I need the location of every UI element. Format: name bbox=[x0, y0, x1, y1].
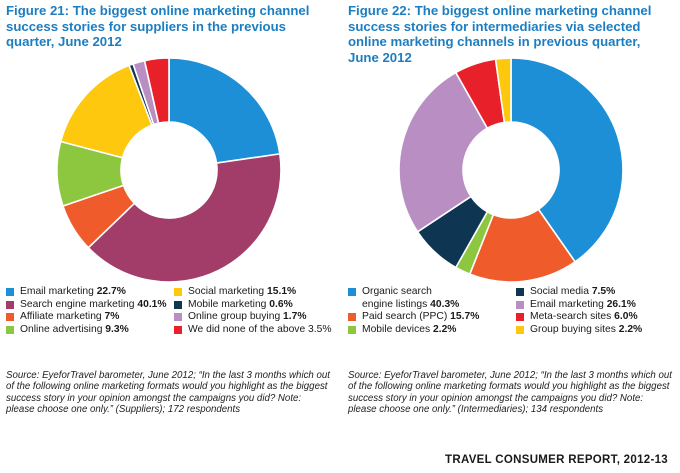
figure-22-source: Source: EyeforTravel barometer, June 201… bbox=[348, 370, 672, 416]
legend-item-online-advertising: Online advertising 9.3% bbox=[6, 324, 129, 337]
figure-22-donut-chart bbox=[398, 57, 624, 283]
slice-group-buying-sites bbox=[494, 57, 512, 124]
legend-value: 40.1% bbox=[137, 298, 167, 310]
legend-label: We did none of the above bbox=[188, 323, 306, 335]
figure-22-title: Figure 22: The biggest online marketing … bbox=[348, 3, 668, 65]
slice-email-marketing bbox=[398, 71, 489, 233]
legend-swatch bbox=[516, 325, 524, 334]
slice-search-engine-marketing bbox=[87, 152, 282, 283]
legend-label: Affiliate marketing bbox=[20, 311, 102, 323]
legend-swatch bbox=[6, 325, 14, 334]
legend-value: 26.1% bbox=[606, 298, 636, 310]
legend-value: 2.2% bbox=[618, 323, 643, 335]
figure-21-source: Source: EyeforTravel barometer, June 201… bbox=[6, 370, 330, 416]
legend-label: Online group buying bbox=[188, 311, 281, 323]
legend-value: 0.6% bbox=[269, 298, 293, 310]
legend-value: 15.1% bbox=[267, 286, 297, 297]
legend-value: 9.3% bbox=[105, 323, 129, 335]
report-footer: TRAVEL CONSUMER REPORT, 2012-13 bbox=[445, 454, 668, 466]
legend-label: Group buying sites bbox=[530, 323, 616, 335]
legend-label: Social marketing bbox=[188, 286, 265, 297]
figure-21-number: Figure 21: bbox=[6, 3, 70, 18]
legend-swatch bbox=[516, 313, 524, 322]
legend-swatch bbox=[174, 325, 182, 334]
legend-value: 6.0% bbox=[614, 311, 638, 323]
legend-label: Search engine marketing bbox=[20, 298, 135, 310]
legend-label: Online advertising bbox=[20, 323, 103, 335]
figure-21-title: Figure 21: The biggest online marketing … bbox=[6, 3, 326, 50]
legend-item-email-marketing: Email marketing 26.1% bbox=[516, 299, 636, 312]
legend-value: 15.7% bbox=[450, 311, 480, 323]
slice-we-did-none-of-the-above bbox=[143, 57, 170, 125]
legend-item-email-marketing: Email marketing 22.7% bbox=[6, 286, 126, 299]
legend-item-organic-search: Organic search engine listings 40.3% bbox=[348, 286, 459, 311]
legend-swatch bbox=[348, 313, 356, 322]
legend-swatch bbox=[174, 288, 182, 296]
legend-swatch bbox=[348, 325, 356, 334]
legend-item-mobile-devices: Mobile devices 2.2% bbox=[348, 324, 456, 337]
legend-item-group-buying-sites: Group buying sites 2.2% bbox=[516, 324, 642, 337]
legend-label: Meta-search sites bbox=[530, 311, 612, 323]
legend-label: Mobile devices bbox=[362, 323, 431, 335]
legend-swatch bbox=[6, 313, 14, 322]
legend-item-mobile-marketing: Mobile marketing 0.6% bbox=[174, 299, 293, 312]
legend-swatch bbox=[6, 288, 14, 296]
legend-item-search-engine-marketing: Search engine marketing 40.1% bbox=[6, 299, 167, 312]
legend-swatch bbox=[6, 300, 14, 309]
legend-item-social-media: Social media 7.5% bbox=[516, 286, 615, 299]
legend-item-paid-search: Paid search (PPC) 15.7% bbox=[348, 311, 479, 324]
legend-label: Paid search (PPC) bbox=[362, 311, 448, 323]
slice-email-marketing bbox=[168, 57, 281, 164]
legend-value: 1.7% bbox=[283, 311, 307, 323]
legend-swatch bbox=[516, 300, 524, 309]
legend-label-line2: engine listings bbox=[362, 298, 428, 310]
legend-value: 7.5% bbox=[591, 286, 616, 297]
legend-item-affiliate-marketing: Affiliate marketing 7% bbox=[6, 311, 119, 324]
legend-label: Social media bbox=[530, 286, 589, 297]
legend-item-meta-search-sites: Meta-search sites 6.0% bbox=[516, 311, 638, 324]
legend-value: 3.5% bbox=[308, 323, 332, 335]
legend-label: Email marketing bbox=[530, 298, 604, 310]
slice-organic-search-engine-listings bbox=[510, 57, 624, 263]
legend-value: 7% bbox=[104, 311, 120, 323]
legend-label: Organic search bbox=[362, 286, 432, 297]
legend-value: 22.7% bbox=[96, 286, 126, 297]
slice-social-marketing bbox=[59, 64, 153, 159]
figure-21-donut-chart bbox=[56, 57, 282, 283]
legend-swatch bbox=[174, 300, 182, 309]
legend-value: 40.3% bbox=[430, 298, 460, 310]
legend-label: Email marketing bbox=[20, 286, 94, 297]
legend-swatch bbox=[516, 288, 524, 296]
figure-22-number: Figure 22: bbox=[348, 3, 412, 18]
legend-swatch bbox=[348, 288, 356, 296]
legend-item-online-group-buying: Online group buying 1.7% bbox=[174, 311, 307, 324]
legend-label: Mobile marketing bbox=[188, 298, 267, 310]
legend-swatch bbox=[174, 313, 182, 322]
legend-value: 2.2% bbox=[432, 323, 457, 335]
figure-21-title-text: The biggest online marketing channel suc… bbox=[6, 3, 310, 49]
figure-22-title-text: The biggest online marketing channel suc… bbox=[348, 3, 652, 65]
legend-item-none-of-the-above: We did none of the above 3.5% bbox=[174, 324, 332, 337]
legend-item-social-marketing: Social marketing 15.1% bbox=[174, 286, 296, 299]
